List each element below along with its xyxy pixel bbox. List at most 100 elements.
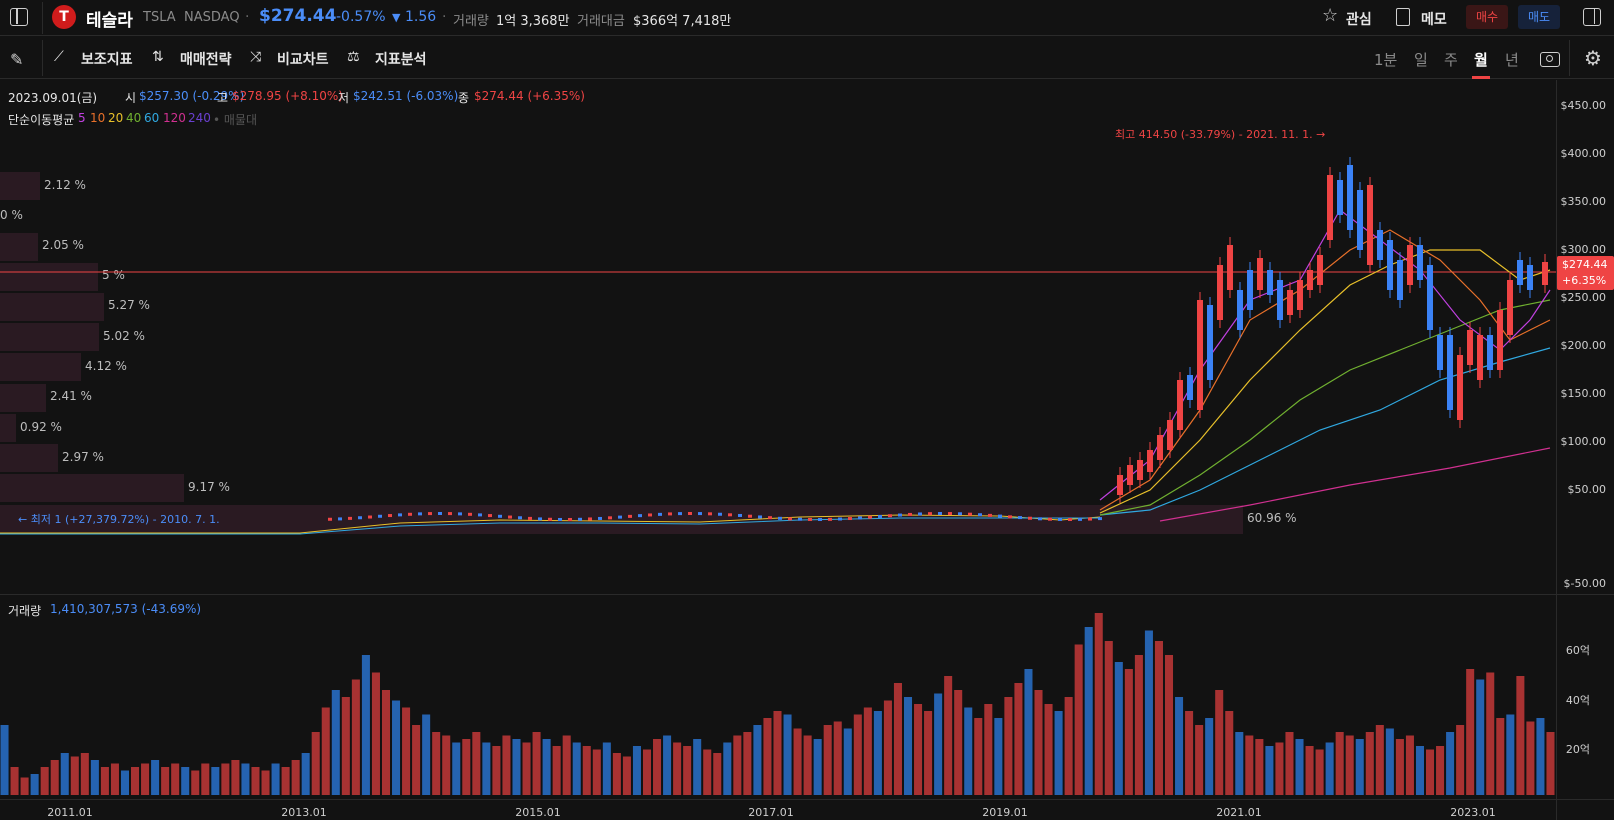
volume-bar: [40, 767, 49, 795]
candle: [1078, 517, 1082, 521]
open-label: 시: [125, 91, 137, 105]
candle: [488, 514, 492, 518]
volume-bar: [1014, 683, 1023, 795]
volume-bar: [110, 763, 119, 795]
volume-bar: [90, 760, 99, 795]
volume-bar: [50, 760, 59, 795]
low-label: 저: [338, 91, 350, 105]
current-price: $274.44: [259, 6, 337, 26]
period-month[interactable]: 월: [1474, 51, 1488, 69]
amount-label: 거래대금: [577, 14, 625, 29]
volume-bar: [1486, 672, 1495, 795]
volume-bar: [1144, 630, 1153, 795]
volume-bar: [211, 767, 220, 795]
period-1min[interactable]: 1분: [1374, 51, 1398, 69]
compare-button[interactable]: 비교차트: [277, 52, 329, 68]
volume-bar: [1476, 679, 1485, 795]
candlesticks: [328, 157, 1548, 521]
volume-chart: [0, 613, 1555, 795]
volume-bar: [944, 676, 953, 795]
buy-button[interactable]: 매수: [1466, 5, 1509, 29]
volume-bar: [1335, 732, 1344, 795]
vp-bar: [0, 293, 104, 321]
volume-bar: [773, 711, 782, 795]
candle: [668, 512, 672, 516]
pencil-icon[interactable]: ✎: [10, 50, 24, 69]
volume-bar: [1034, 690, 1043, 795]
price-chart[interactable]: 최고 414.50 (-33.79%) - 2021. 11. 1. → ← 최…: [0, 80, 1556, 594]
camera-icon[interactable]: [1540, 52, 1560, 67]
volume-bar: [994, 718, 1003, 795]
period-week[interactable]: 주: [1444, 51, 1458, 69]
y-tick: $150.00: [1560, 387, 1607, 400]
shuffle-icon[interactable]: ⤨: [250, 49, 262, 65]
y-tick: $100.00: [1560, 435, 1607, 448]
indicator-icon[interactable]: ⟋: [54, 49, 64, 65]
sidebar-toggle-icon[interactable]: [10, 8, 28, 26]
volume-bar: [693, 739, 702, 795]
vp-bar: [0, 444, 58, 472]
period-day[interactable]: 일: [1414, 51, 1428, 69]
volume-bar: [432, 732, 441, 795]
indicators-button[interactable]: 보조지표: [81, 52, 133, 68]
close-label: 종: [458, 91, 470, 105]
vp-label: 2.41 %: [50, 389, 92, 403]
volume-bar: [914, 704, 923, 795]
candle: [508, 515, 512, 519]
candle: [388, 514, 392, 518]
strategy-button[interactable]: 매매전략: [180, 52, 232, 68]
volume-bar: [1185, 711, 1194, 795]
candle: [588, 517, 592, 521]
panel-toggle-icon[interactable]: [1583, 8, 1601, 26]
volume-bar: [221, 763, 230, 795]
candle: [838, 517, 842, 521]
volume-bar: [381, 690, 391, 795]
vp-bar: [0, 172, 40, 200]
volume-bar: [231, 760, 240, 795]
volume-bar: [1004, 697, 1013, 795]
volume-bar: [924, 711, 933, 795]
sort-icon[interactable]: ⇅: [152, 49, 164, 65]
vp-label: 60.96 %: [1247, 511, 1297, 525]
volume-panel-value: 1,410,307,573 (-43.69%): [50, 602, 202, 616]
settings-gear-icon[interactable]: ⚙: [1584, 46, 1602, 70]
volume-bar: [351, 679, 360, 795]
volume-bar: [903, 697, 913, 795]
analysis-button[interactable]: 지표분석: [375, 52, 427, 68]
volume-bar: [1456, 725, 1465, 795]
watch-button[interactable]: 관심: [1346, 12, 1372, 28]
period-year[interactable]: 년: [1505, 51, 1519, 69]
volume-bar: [341, 697, 350, 795]
volume-bar: [452, 742, 461, 795]
high-label: 고: [217, 91, 229, 105]
candle: [348, 516, 352, 520]
memo-icon[interactable]: [1396, 8, 1410, 26]
sell-button[interactable]: 매도: [1518, 5, 1561, 29]
volume-bar: [542, 739, 551, 795]
candle: [958, 512, 962, 516]
candle: [398, 513, 402, 517]
volume-bar: [412, 725, 421, 795]
candle: [888, 514, 892, 518]
volume-label: 거래량: [453, 14, 489, 29]
ma-label[interactable]: 단순이동평균: [8, 113, 75, 127]
volume-bar: [371, 672, 380, 795]
volume-bar: [853, 714, 862, 795]
volume-bar: [653, 739, 662, 795]
volume-bar: [241, 763, 250, 795]
y-tick: $-50.00: [1563, 577, 1606, 590]
analysis-icon[interactable]: ⚖: [347, 49, 360, 65]
volume-bar: [552, 746, 561, 795]
candle: [618, 515, 622, 519]
volume-bar: [1175, 697, 1184, 795]
volume-bar: [893, 683, 902, 795]
volume-bar: [1295, 739, 1304, 795]
volume-bar: [642, 749, 652, 795]
memo-button[interactable]: 메모: [1421, 12, 1447, 28]
volume-bar: [1365, 732, 1374, 795]
candle: [1088, 517, 1092, 521]
star-icon[interactable]: ☆: [1322, 5, 1339, 26]
ticker: TSLA: [143, 10, 176, 25]
volume-bar: [1265, 746, 1274, 795]
vp-bar: [0, 474, 184, 502]
